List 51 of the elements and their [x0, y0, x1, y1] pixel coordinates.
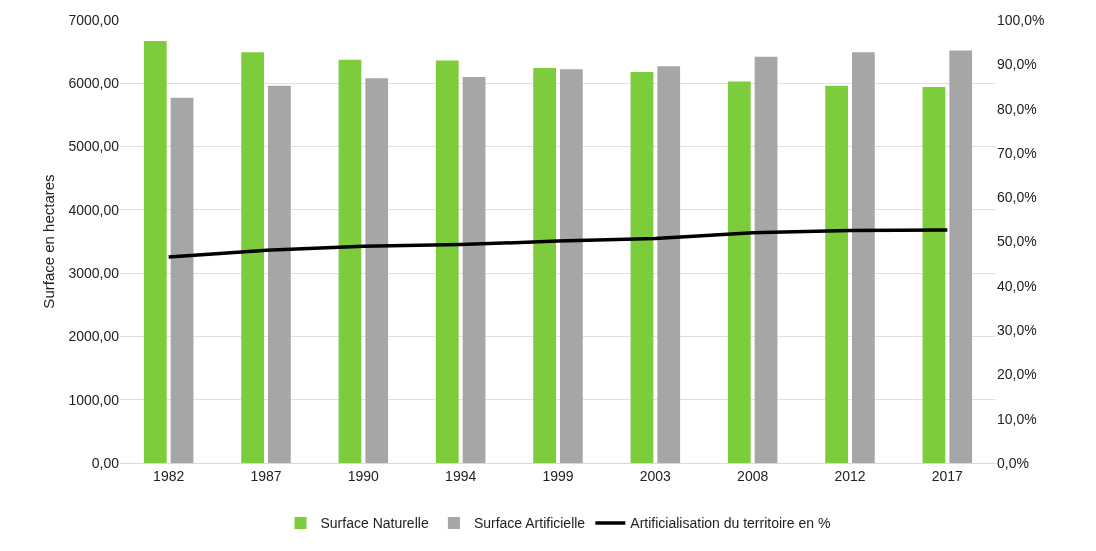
bar	[338, 59, 362, 463]
bar	[365, 78, 389, 463]
y-tick-label: 4000,00	[68, 201, 120, 218]
bar	[241, 52, 264, 463]
bar	[852, 52, 875, 463]
bar	[949, 50, 973, 463]
bar	[143, 40, 167, 463]
bar	[268, 85, 291, 463]
y-axis-title: Surface en hectares	[39, 174, 57, 309]
x-tick-label: 1999	[542, 467, 574, 484]
bar	[560, 69, 583, 463]
y2-tick-label: 0,0%	[997, 454, 1029, 471]
y2-tick-label: 70,0%	[997, 144, 1037, 161]
x-tick-label: 1987	[250, 467, 282, 484]
y2-tick-label: 20,0%	[997, 366, 1037, 383]
y-tick-label: 3000,00	[68, 265, 120, 282]
y-tick-label: 5000,00	[68, 138, 120, 155]
y-tick-label: 6000,00	[68, 75, 120, 92]
bar	[825, 85, 848, 463]
y2-tick-label: 100,0%	[997, 11, 1045, 28]
bar	[657, 66, 681, 463]
bar	[462, 76, 486, 463]
x-tick-label: 1990	[347, 467, 380, 484]
y2-tick-label: 90,0%	[997, 56, 1037, 73]
x-tick-label: 2003	[639, 467, 672, 484]
x-tick-label: 2017	[931, 467, 964, 484]
x-tick-label: 2012	[834, 467, 866, 484]
x-tick-label: 1994	[445, 467, 477, 484]
legend-label: Artificialisation du territoire en %	[630, 515, 831, 532]
legend-label: Surface Naturelle	[320, 515, 429, 532]
bar	[435, 60, 459, 463]
y-tick-label: 1000,00	[68, 391, 120, 408]
y-tick-label: 0,00	[91, 454, 120, 471]
y2-tick-label: 40,0%	[997, 277, 1037, 294]
bar	[922, 87, 946, 463]
y-tick-label: 7000,00	[68, 11, 120, 28]
y-tick-label: 2000,00	[68, 328, 120, 345]
legend-label: Surface Artificielle	[473, 515, 586, 532]
y2-tick-label: 10,0%	[997, 410, 1037, 427]
x-tick-label: 2008	[737, 467, 769, 484]
bar	[754, 56, 778, 463]
bar	[533, 68, 556, 463]
y2-tick-label: 80,0%	[997, 100, 1037, 117]
y2-tick-label: 60,0%	[997, 189, 1037, 206]
line-series	[166, 228, 950, 259]
bar	[630, 71, 654, 463]
y2-tick-label: 30,0%	[997, 322, 1037, 338]
bar	[170, 97, 194, 463]
y2-tick-label: 50,0%	[997, 233, 1037, 250]
x-tick-label: 1982	[153, 467, 185, 484]
bar	[727, 81, 751, 463]
